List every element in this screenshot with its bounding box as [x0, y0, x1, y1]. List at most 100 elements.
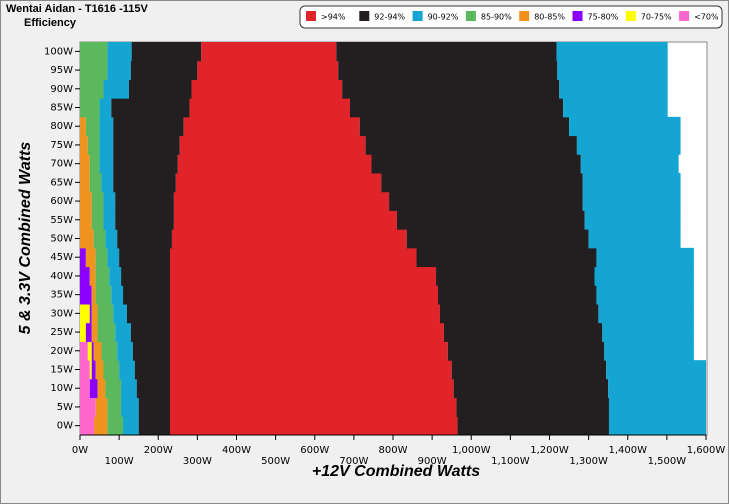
bar-segment	[101, 173, 114, 193]
bar-segment	[406, 229, 589, 249]
bar-segment	[95, 360, 104, 380]
bar-segment	[359, 116, 570, 137]
bar-segment	[365, 135, 577, 155]
bar-segment	[95, 397, 108, 417]
bar-segment	[169, 341, 448, 361]
legend-label: >94%	[321, 13, 346, 22]
bar-segment	[604, 341, 694, 361]
bar-segment	[437, 285, 597, 305]
bar-segment	[557, 60, 668, 80]
x-tick-label: 0W	[72, 445, 88, 456]
bar-segment	[576, 135, 681, 155]
bar-segment	[126, 304, 170, 324]
chart-subtitle: Efficiency	[24, 17, 77, 29]
y-tick-label: 30W	[50, 308, 73, 319]
bar-segment	[103, 79, 129, 99]
bar-segment	[80, 304, 90, 324]
bar-segment	[93, 229, 106, 249]
bar-segment	[89, 378, 98, 399]
bar-segment	[169, 378, 454, 399]
legend-label: 85-90%	[481, 13, 512, 22]
x-tick-label: 1,300W	[569, 456, 608, 467]
legend-swatch	[359, 11, 370, 21]
bar-segment	[80, 285, 92, 305]
bar-segment	[447, 341, 605, 361]
bar-segment	[121, 266, 170, 286]
bar-segment	[103, 360, 120, 380]
bar-segment	[101, 341, 118, 361]
bar-segment	[80, 116, 86, 137]
bar-segment	[608, 397, 706, 417]
bar-segment	[123, 285, 170, 305]
bar-segment	[608, 378, 706, 399]
bar-segment	[453, 378, 609, 399]
bar-segment	[80, 173, 90, 193]
x-tick-label: 500W	[261, 456, 290, 467]
x-tick-label: 800W	[379, 445, 408, 456]
bar-segment	[559, 79, 668, 99]
bar-segment	[169, 397, 457, 417]
legend-label: 90-92%	[428, 13, 459, 22]
bar-segment	[95, 247, 108, 268]
bar-segment	[556, 42, 668, 62]
bar-segment	[99, 135, 114, 155]
legend-swatch	[412, 11, 423, 21]
bar-segment	[569, 116, 681, 137]
bar-segment	[95, 285, 112, 305]
bar-segment	[89, 173, 102, 193]
bar-segment	[132, 341, 170, 361]
bar-segment	[189, 98, 350, 118]
y-tick-label: 5W	[57, 402, 73, 413]
bar-segment	[91, 285, 96, 305]
x-tick-label: 1,000W	[452, 445, 491, 456]
bar-segment	[91, 341, 94, 361]
bar-segment	[582, 173, 681, 193]
bar-segment	[80, 79, 104, 99]
bar-segment	[80, 60, 108, 80]
bar-segment	[123, 416, 139, 436]
legend-swatch	[572, 11, 583, 21]
y-axis-title: 5 & 3.3V Combined Watts	[17, 142, 34, 335]
bar-segment	[457, 416, 609, 436]
bar-segment	[97, 304, 114, 324]
bar-segment	[107, 397, 122, 417]
bar-segment	[138, 416, 170, 436]
bar-segment	[117, 341, 133, 361]
y-tick-label: 90W	[50, 84, 73, 95]
y-tick-label: 20W	[50, 346, 73, 357]
bar-segment	[371, 154, 581, 174]
bar-segment	[130, 322, 170, 342]
bar-segment	[80, 229, 94, 249]
bar-segment	[80, 341, 88, 361]
bar-segment	[113, 304, 127, 324]
bar-segment	[136, 378, 170, 399]
bar-segment	[338, 60, 558, 80]
bar-segment	[93, 341, 102, 361]
bar-segment	[113, 154, 178, 174]
bar-segment	[113, 135, 180, 155]
y-tick-label: 40W	[50, 271, 73, 282]
bar-segment	[115, 322, 131, 342]
y-tick-label: 85W	[50, 103, 73, 114]
bar-segment	[113, 173, 176, 193]
x-tick-label: 100W	[105, 456, 134, 467]
bar-segment	[107, 60, 131, 80]
legend-label: <70%	[694, 13, 719, 22]
bar-segment	[177, 154, 372, 174]
bar-segment	[443, 322, 603, 342]
bar-segment	[94, 416, 108, 436]
x-tick-label: 1,600W	[687, 445, 726, 456]
bar-segment	[80, 42, 108, 62]
legend-swatch	[465, 11, 476, 21]
bar-segment	[80, 416, 95, 436]
x-tick-label: 600W	[300, 445, 329, 456]
y-tick-label: 70W	[50, 159, 73, 170]
x-tick-label: 1,500W	[648, 456, 687, 467]
bar-segment	[439, 304, 599, 324]
legend-box	[299, 5, 723, 29]
bar-segment	[131, 42, 202, 62]
x-tick-label: 900W	[418, 456, 447, 467]
bar-segment	[85, 322, 92, 342]
bar-segment	[89, 304, 92, 324]
bar-segment	[89, 154, 100, 174]
